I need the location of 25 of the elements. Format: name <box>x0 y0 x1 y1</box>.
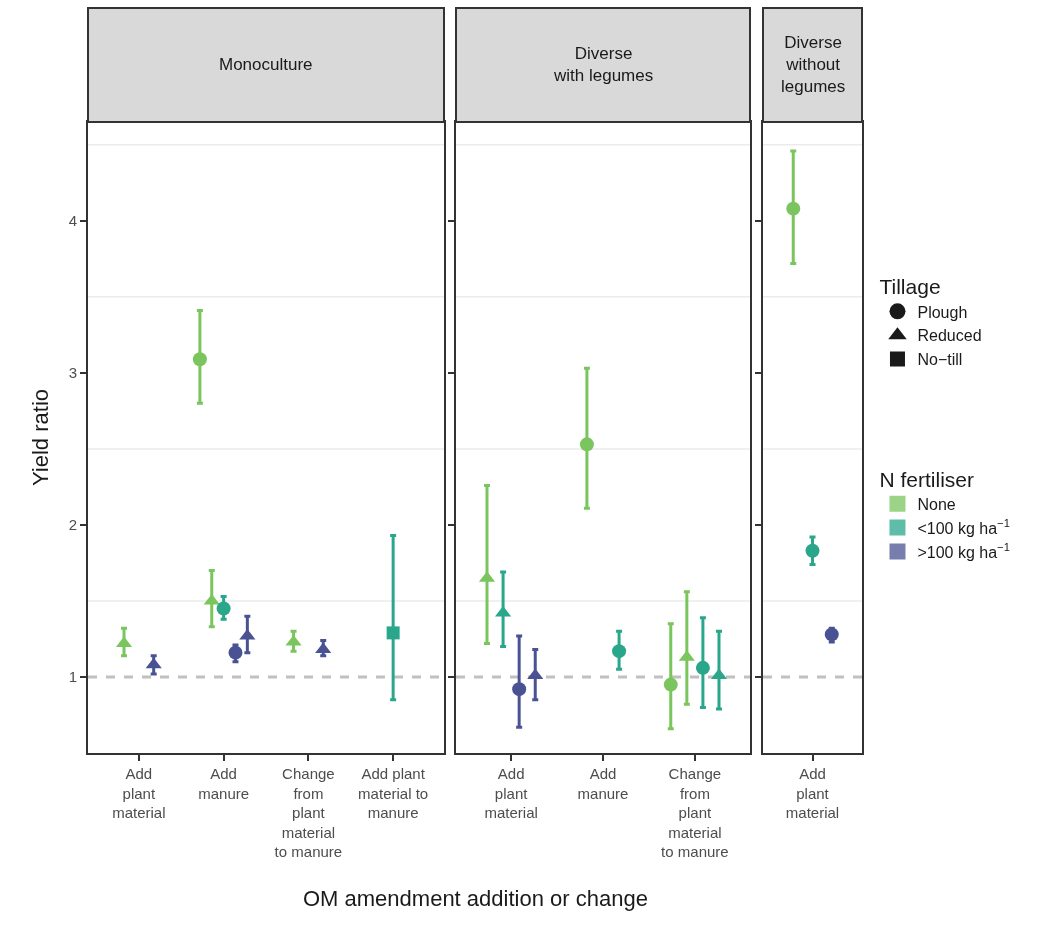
x-axis-title: OM amendment addition or change <box>303 886 648 911</box>
x-tick-label: Add plant material to manure <box>358 765 429 821</box>
legend-title: N fertiliser <box>879 467 974 491</box>
x-tick-label: Change from plant material to manure <box>661 765 729 860</box>
legend-label: None <box>917 496 956 514</box>
y-tick-label: 3 <box>68 364 77 382</box>
x-tick-label: Change from plant material to manure <box>274 765 343 860</box>
text: Plough <box>917 303 968 321</box>
y-axis-title: Yield ratio <box>27 388 53 487</box>
text: Tillage <box>879 275 941 299</box>
text: No−till <box>917 351 963 369</box>
chart-title: Diverse without legumes <box>781 33 846 97</box>
legend-label: >100 kg ha$^{−1}$ <box>917 540 1010 561</box>
x-tick-label: Add manure <box>577 765 629 802</box>
text: Reduced <box>917 327 982 345</box>
x-tick-label: Add plant material <box>112 765 166 821</box>
y-tick-label: 4 <box>68 212 77 230</box>
chart-title: Monoculture <box>219 55 313 74</box>
x-tick-label: Add manure <box>198 765 250 802</box>
x-tick-label: Add plant material <box>484 765 538 821</box>
chart-title: Diverse with legumes <box>553 44 654 86</box>
x-tick-label: Add plant material <box>785 765 840 821</box>
y-tick-label: 1 <box>68 668 77 686</box>
y-tick-label: 2 <box>68 516 77 534</box>
legend-label: <100 kg ha$^{−1}$ <box>917 517 1010 537</box>
